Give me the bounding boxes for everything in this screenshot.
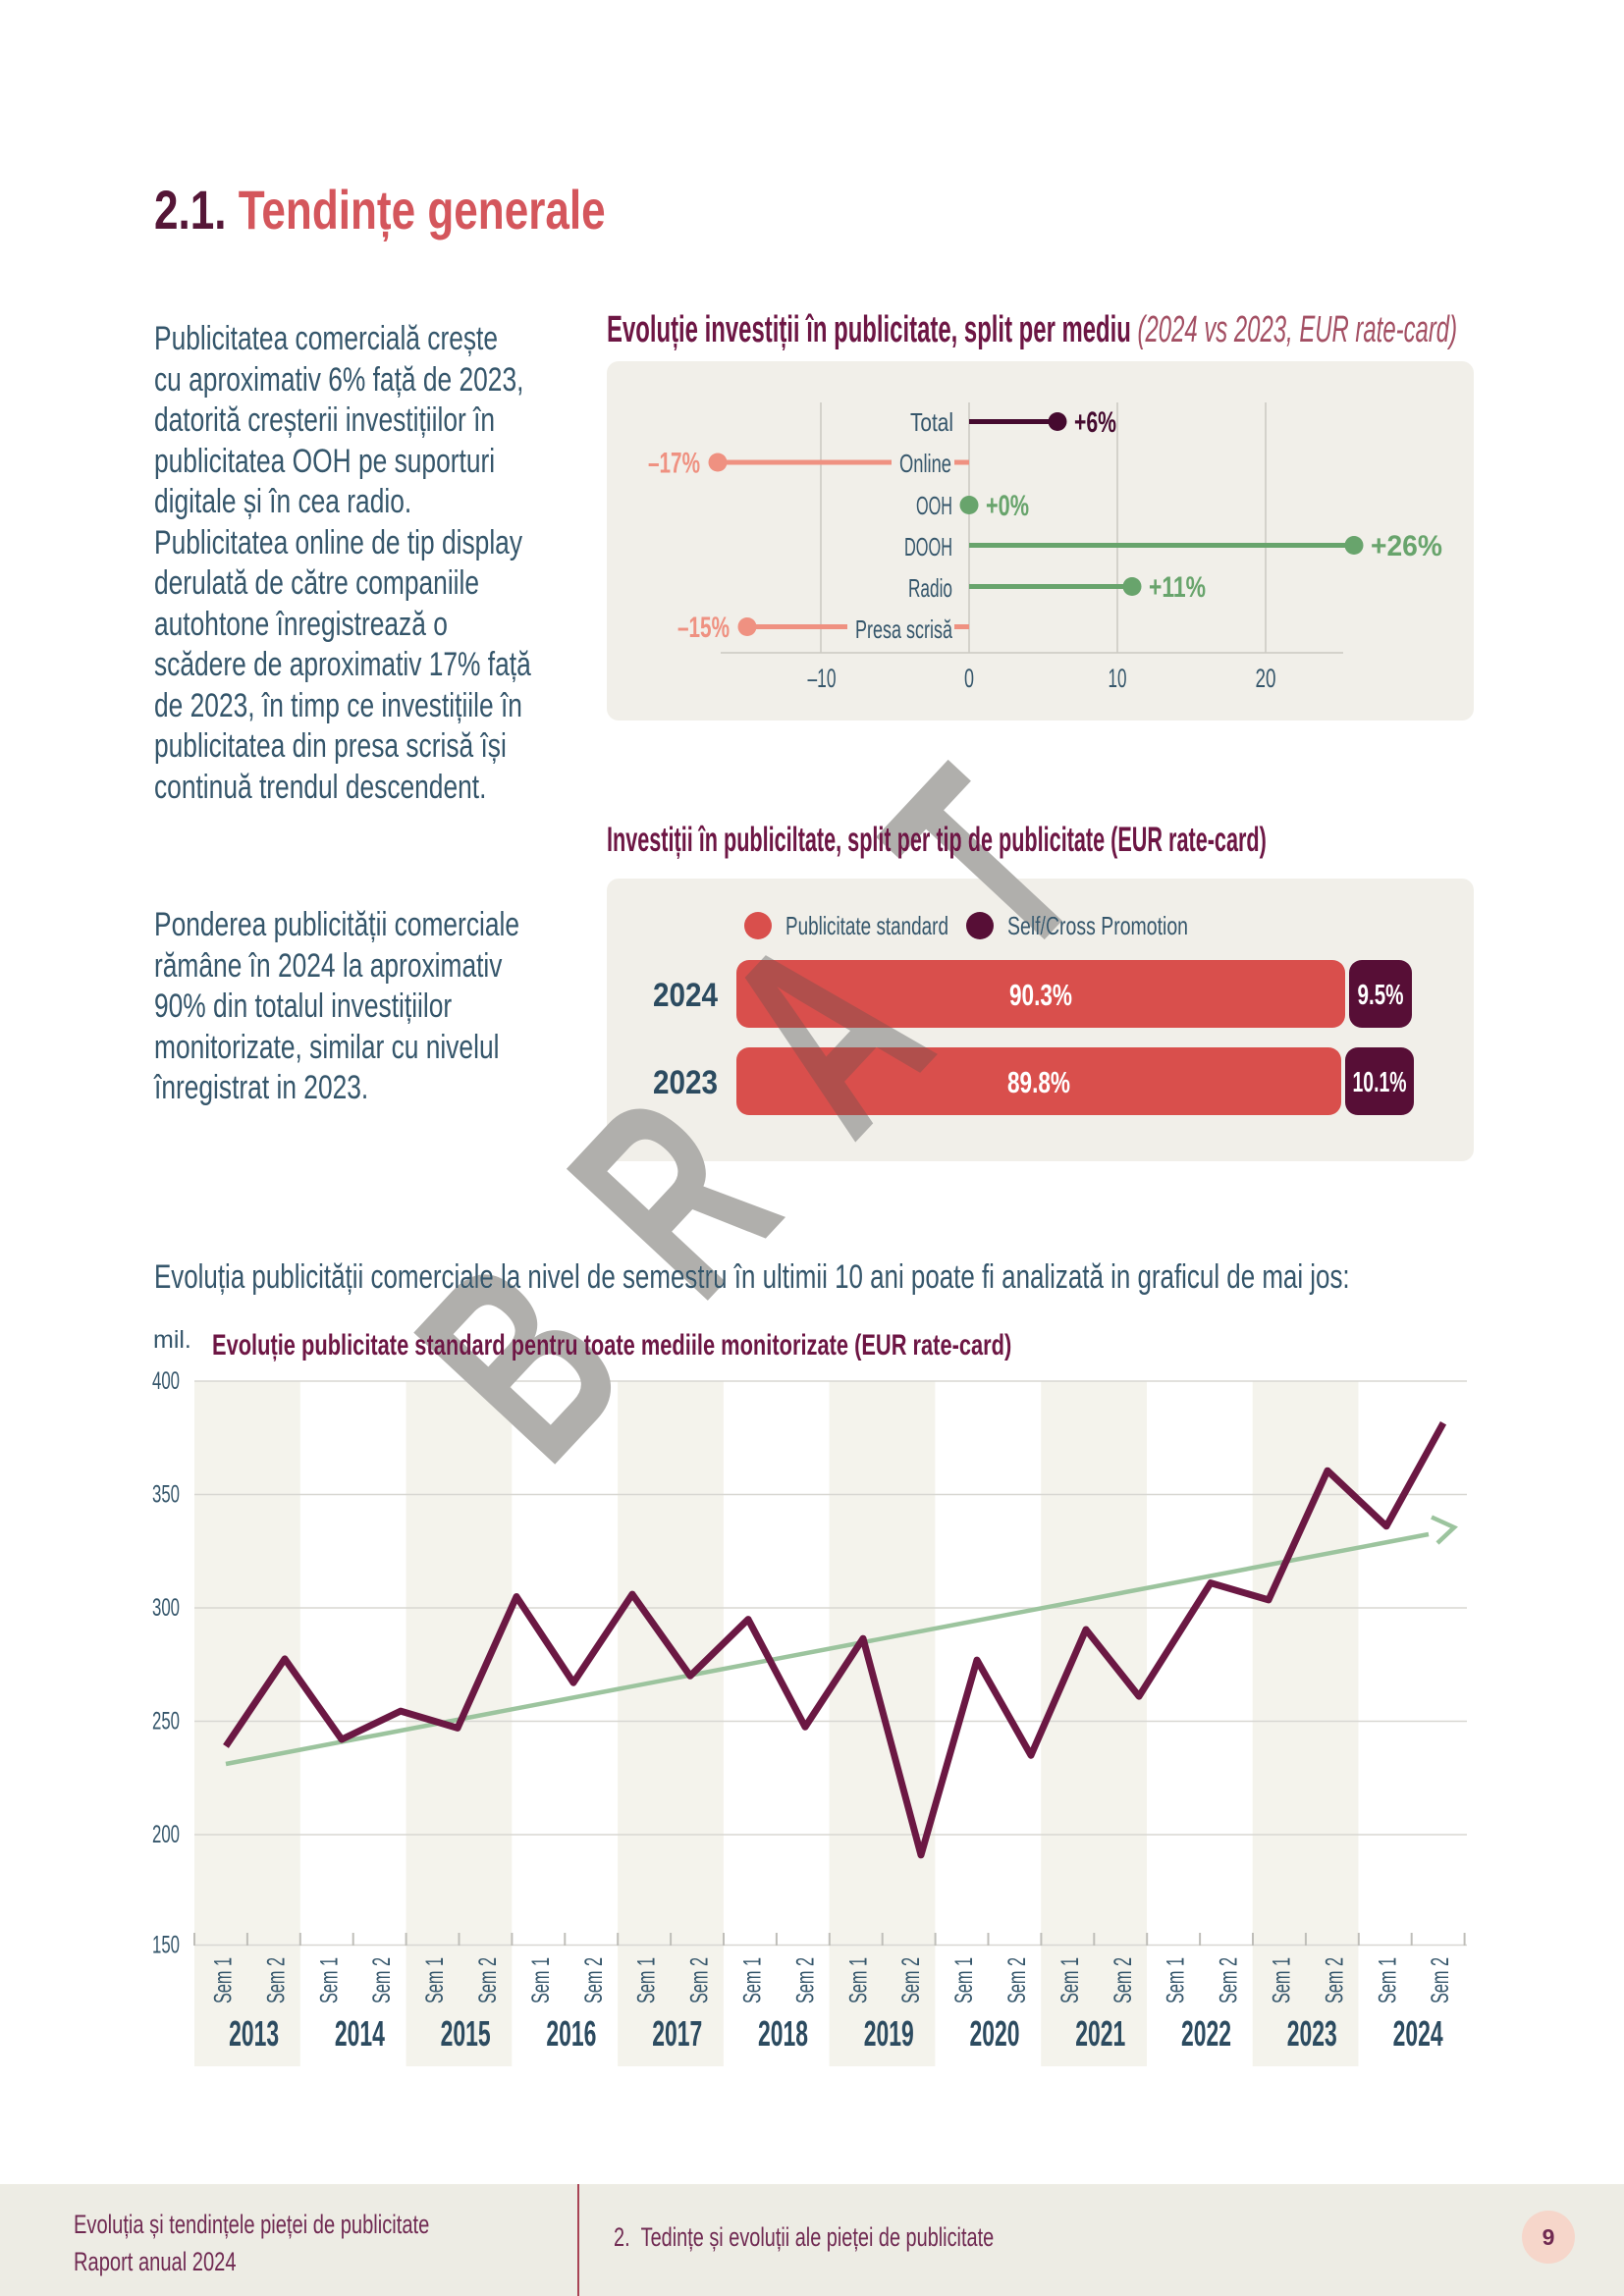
svg-text:Sem 1: Sem 1 bbox=[633, 1957, 661, 2003]
svg-text:Sem 1: Sem 1 bbox=[1163, 1957, 1190, 2003]
svg-text:Self/Cross Promotion: Self/Cross Promotion bbox=[1007, 911, 1188, 940]
svg-text:Sem 2: Sem 2 bbox=[791, 1957, 819, 2003]
svg-text:–15%: –15% bbox=[677, 612, 730, 644]
svg-text:Sem 2: Sem 2 bbox=[686, 1957, 714, 2003]
svg-text:Sem 2: Sem 2 bbox=[1321, 1957, 1348, 2003]
svg-text:Sem 1: Sem 1 bbox=[844, 1957, 872, 2003]
svg-text:Sem 2: Sem 2 bbox=[262, 1957, 290, 2003]
svg-text:Sem 1: Sem 1 bbox=[739, 1957, 767, 2003]
svg-text:Sem 1: Sem 1 bbox=[1374, 1957, 1401, 2003]
svg-text:Publicitate standard: Publicitate standard bbox=[785, 911, 948, 940]
svg-text:350: 350 bbox=[152, 1481, 180, 1509]
svg-text:Sem 1: Sem 1 bbox=[527, 1957, 555, 2003]
svg-text:Sem 2: Sem 2 bbox=[1110, 1957, 1137, 2003]
svg-text:2023: 2023 bbox=[653, 1064, 718, 1101]
svg-text:+26%: +26% bbox=[1371, 530, 1442, 562]
svg-text:2024: 2024 bbox=[653, 977, 718, 1014]
svg-text:Sem 2: Sem 2 bbox=[474, 1957, 502, 2003]
svg-text:2020: 2020 bbox=[970, 2013, 1020, 2054]
svg-text:10: 10 bbox=[1109, 664, 1127, 693]
svg-text:2017: 2017 bbox=[652, 2013, 702, 2054]
svg-text:250: 250 bbox=[152, 1708, 180, 1735]
svg-text:2024: 2024 bbox=[1393, 2013, 1443, 2054]
svg-text:Sem 2: Sem 2 bbox=[368, 1957, 396, 2003]
svg-text:300: 300 bbox=[152, 1594, 180, 1622]
svg-text:OOH: OOH bbox=[916, 491, 952, 520]
svg-text:+11%: +11% bbox=[1149, 571, 1206, 604]
svg-text:400: 400 bbox=[152, 1367, 180, 1395]
svg-text:Sem 2: Sem 2 bbox=[897, 1957, 925, 2003]
svg-text:2018: 2018 bbox=[758, 2013, 808, 2054]
svg-text:2014: 2014 bbox=[335, 2013, 385, 2054]
svg-text:Total: Total bbox=[910, 407, 953, 437]
svg-text:Online: Online bbox=[899, 449, 951, 478]
svg-text:2015: 2015 bbox=[441, 2013, 491, 2054]
svg-text:10.1%: 10.1% bbox=[1353, 1067, 1407, 1098]
svg-text:2019: 2019 bbox=[864, 2013, 914, 2054]
svg-text:Presa scrisă: Presa scrisă bbox=[855, 614, 952, 644]
svg-text:–17%: –17% bbox=[648, 448, 700, 480]
svg-text:Sem 2: Sem 2 bbox=[580, 1957, 608, 2003]
svg-text:–10: –10 bbox=[808, 664, 837, 693]
svg-text:2021: 2021 bbox=[1075, 2013, 1125, 2054]
svg-text:Sem 1: Sem 1 bbox=[1056, 1957, 1084, 2003]
svg-text:+6%: +6% bbox=[1074, 406, 1116, 439]
svg-text:2013: 2013 bbox=[229, 2013, 279, 2054]
svg-text:2023: 2023 bbox=[1287, 2013, 1337, 2054]
svg-text:200: 200 bbox=[152, 1821, 180, 1848]
svg-text:Sem 2: Sem 2 bbox=[1216, 1957, 1243, 2003]
svg-text:2022: 2022 bbox=[1181, 2013, 1231, 2054]
svg-text:Sem 1: Sem 1 bbox=[421, 1957, 449, 2003]
svg-text:Sem 2: Sem 2 bbox=[1427, 1957, 1454, 2003]
svg-text:Sem 1: Sem 1 bbox=[950, 1957, 978, 2003]
svg-text:2016: 2016 bbox=[546, 2013, 596, 2054]
svg-text:Sem 1: Sem 1 bbox=[315, 1957, 343, 2003]
svg-text:Sem 1: Sem 1 bbox=[210, 1957, 238, 2003]
svg-text:BRAT: BRAT bbox=[361, 648, 1199, 1514]
svg-text:Sem 2: Sem 2 bbox=[1003, 1957, 1031, 2003]
svg-text:Radio: Radio bbox=[908, 573, 952, 603]
svg-text:DOOH: DOOH bbox=[904, 532, 952, 561]
svg-text:Sem 1: Sem 1 bbox=[1269, 1957, 1296, 2003]
svg-text:89.8%: 89.8% bbox=[1007, 1065, 1070, 1099]
svg-text:0: 0 bbox=[964, 664, 974, 693]
svg-text:9.5%: 9.5% bbox=[1358, 980, 1404, 1011]
svg-text:20: 20 bbox=[1256, 664, 1276, 693]
svg-text:+0%: +0% bbox=[986, 490, 1029, 522]
svg-text:150: 150 bbox=[152, 1932, 180, 1959]
svg-text:90.3%: 90.3% bbox=[1009, 978, 1072, 1012]
